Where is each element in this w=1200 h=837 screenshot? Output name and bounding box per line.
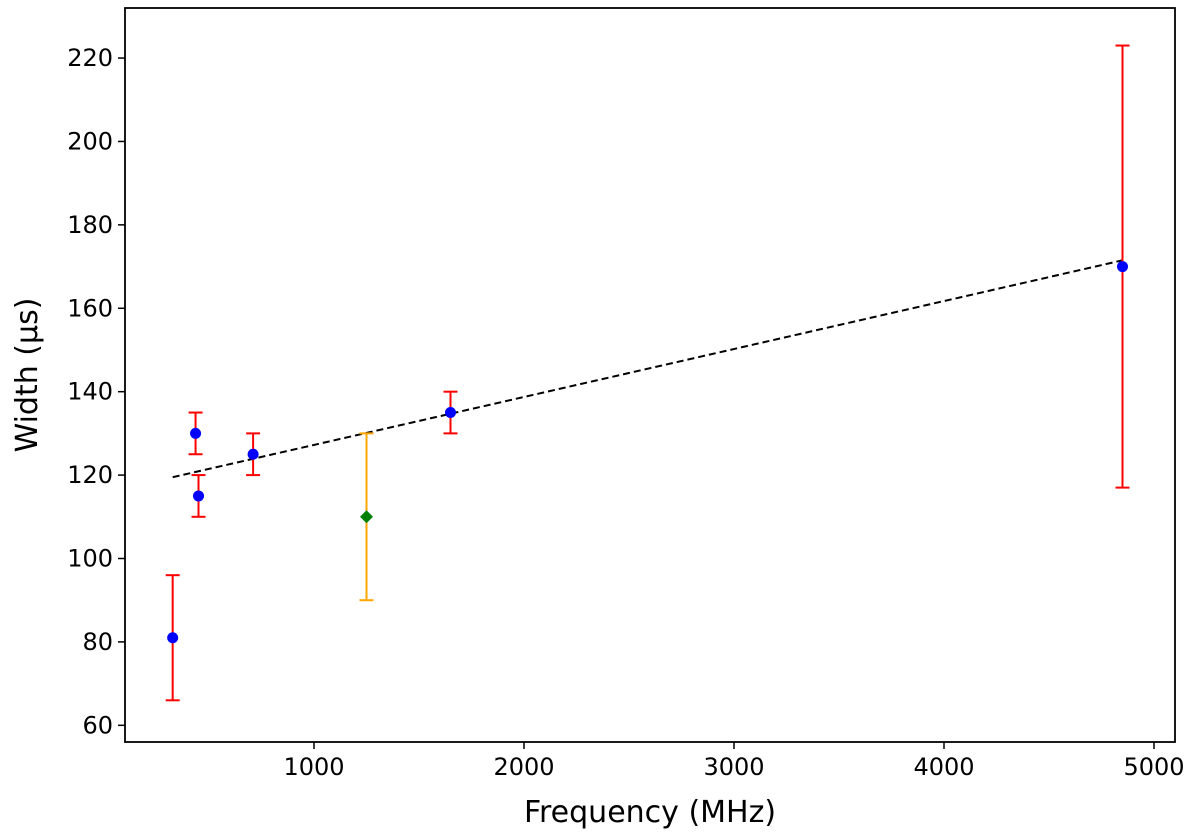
- plot-area: [125, 8, 1175, 742]
- x-axis-title: Frequency (MHz): [524, 795, 776, 830]
- x-tick-label: 5000: [1123, 753, 1184, 781]
- data-point-diamond: [360, 510, 373, 524]
- y-axis: 60 80 100 120 140 160 180 200 220: [67, 44, 125, 739]
- x-tick-label: 4000: [913, 753, 974, 781]
- x-tick-label: 1000: [283, 753, 344, 781]
- y-tick-label: 180: [67, 211, 113, 239]
- data-point: [167, 632, 179, 644]
- y-tick-label: 140: [67, 378, 113, 406]
- fit-layer: [172, 259, 1123, 479]
- data-point: [445, 407, 456, 419]
- y-tick-label: 60: [82, 711, 113, 739]
- data-point: [1117, 261, 1128, 273]
- y-tick-label: 160: [67, 294, 113, 322]
- y-tick-label: 100: [67, 545, 113, 573]
- x-tick-label: 2000: [493, 753, 554, 781]
- fit-line: [172, 259, 1123, 479]
- data-layer: [165, 44, 1130, 702]
- y-tick-label: 80: [82, 628, 113, 656]
- data-point: [247, 448, 259, 460]
- y-axis-title: Width (μs): [10, 298, 45, 453]
- y-tick-label: 200: [67, 127, 113, 155]
- plot-frame: [124, 7, 1176, 743]
- y-tick-label: 120: [67, 461, 113, 489]
- y-tick-label: 220: [67, 44, 113, 72]
- x-axis: 1000 2000 3000 4000 5000: [283, 742, 1185, 781]
- data-point: [193, 490, 204, 502]
- data-point: [190, 427, 202, 439]
- x-tick-label: 3000: [703, 753, 764, 781]
